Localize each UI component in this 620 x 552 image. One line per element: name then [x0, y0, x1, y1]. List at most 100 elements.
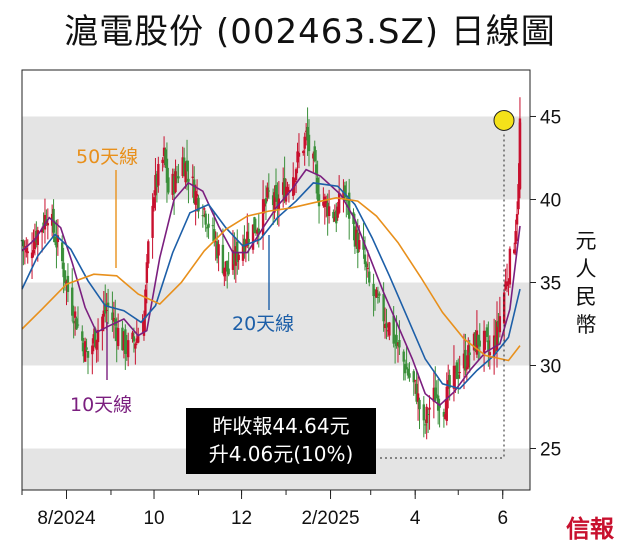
candle-body — [86, 351, 90, 358]
candle-body — [362, 239, 365, 250]
candle-body — [465, 366, 469, 370]
candle-body — [373, 289, 377, 293]
candle-body — [111, 312, 114, 320]
candle-body — [342, 191, 345, 199]
plot-frame — [21, 69, 531, 491]
candle-body — [43, 215, 47, 230]
candle-body — [234, 246, 238, 266]
candle-body — [62, 262, 65, 278]
candle-body — [448, 375, 451, 388]
candle-body — [115, 327, 118, 341]
candle-body — [75, 318, 78, 330]
candle-body — [372, 283, 375, 297]
candle-body — [134, 343, 137, 349]
candle-body — [475, 330, 479, 355]
candle-body — [408, 373, 411, 378]
candle-body — [287, 190, 291, 193]
candle-body — [227, 268, 230, 275]
candle-body — [191, 176, 194, 179]
candle-body — [382, 293, 385, 322]
candle-body — [467, 345, 470, 368]
candle-body — [494, 337, 497, 347]
candle-body — [63, 270, 67, 283]
candle-body — [412, 371, 415, 383]
candle-body — [488, 352, 492, 356]
candle-body — [358, 240, 361, 250]
y-axis-label-char: 元 — [576, 229, 597, 253]
candle-body — [286, 187, 289, 191]
candle-body — [484, 331, 487, 333]
candle-body — [495, 321, 499, 352]
candle-body — [193, 179, 196, 203]
candle-body — [197, 197, 200, 212]
candle-body — [102, 310, 105, 317]
close-price-callout: 昨收報44.64元 升4.06元(10%) — [186, 408, 376, 474]
candle-body — [434, 387, 437, 401]
candle-body — [508, 248, 512, 285]
candle-body — [73, 311, 77, 318]
candle-body — [517, 184, 520, 210]
candle-body — [184, 163, 187, 183]
candle-body — [356, 232, 359, 253]
candle-body — [392, 315, 395, 344]
x-tick-label: 12 — [231, 508, 252, 529]
candle-body — [36, 230, 39, 245]
candle-body — [246, 231, 249, 247]
candle-body — [32, 250, 35, 254]
candle-body — [271, 195, 275, 206]
candle-body — [174, 171, 177, 193]
candle-body — [23, 246, 27, 248]
candle-body — [95, 340, 98, 350]
candle-body — [426, 414, 430, 416]
candle-body — [343, 185, 347, 198]
candle-body — [335, 210, 338, 224]
candle-body — [185, 160, 189, 172]
candle-body — [393, 340, 397, 343]
candle-body — [55, 238, 58, 248]
candle-body — [376, 296, 380, 298]
y-axis-label-char: 幣 — [576, 313, 597, 337]
candle-body — [124, 329, 127, 354]
candle-body — [194, 191, 197, 205]
candle-body — [505, 281, 509, 287]
brand-logo: 信報 — [566, 514, 614, 543]
candle-body — [91, 345, 94, 355]
candle-body — [25, 248, 28, 253]
candle-body — [257, 228, 260, 233]
candle-body — [368, 271, 371, 283]
candle-body — [152, 197, 156, 209]
candle-body — [40, 228, 44, 233]
y-tick-label: 35 — [540, 273, 561, 294]
candle-body — [226, 260, 229, 272]
candle-body — [502, 292, 506, 324]
candle-body — [353, 226, 357, 247]
candle-body — [175, 176, 179, 178]
candle-body — [131, 332, 134, 340]
candle-body — [137, 336, 140, 343]
candle-body — [454, 366, 457, 373]
candle-body — [205, 227, 209, 229]
candle-body — [403, 363, 407, 374]
candle-body — [326, 202, 329, 217]
candle-body — [201, 215, 205, 217]
candle-body — [283, 177, 286, 201]
candle-body — [181, 157, 184, 177]
candle-body — [53, 236, 57, 243]
axes: 25 30 35 40 45 8/2024 10 12 2/2025 4 6 — [21, 69, 561, 529]
candle-body — [515, 214, 519, 225]
candle-body — [385, 323, 388, 328]
candle-body — [155, 173, 159, 188]
candle-body — [485, 327, 489, 337]
candle-body — [253, 217, 256, 233]
candle-body — [306, 126, 309, 141]
candle-body — [415, 383, 418, 402]
candle-body — [82, 342, 85, 357]
candle-body — [71, 287, 74, 316]
candle-body — [60, 242, 64, 262]
candle-body — [452, 365, 456, 389]
x-tick-label: 8/2024 — [37, 508, 96, 529]
candle-body — [442, 411, 446, 417]
candle-body — [314, 164, 318, 174]
candle-body — [266, 187, 269, 198]
